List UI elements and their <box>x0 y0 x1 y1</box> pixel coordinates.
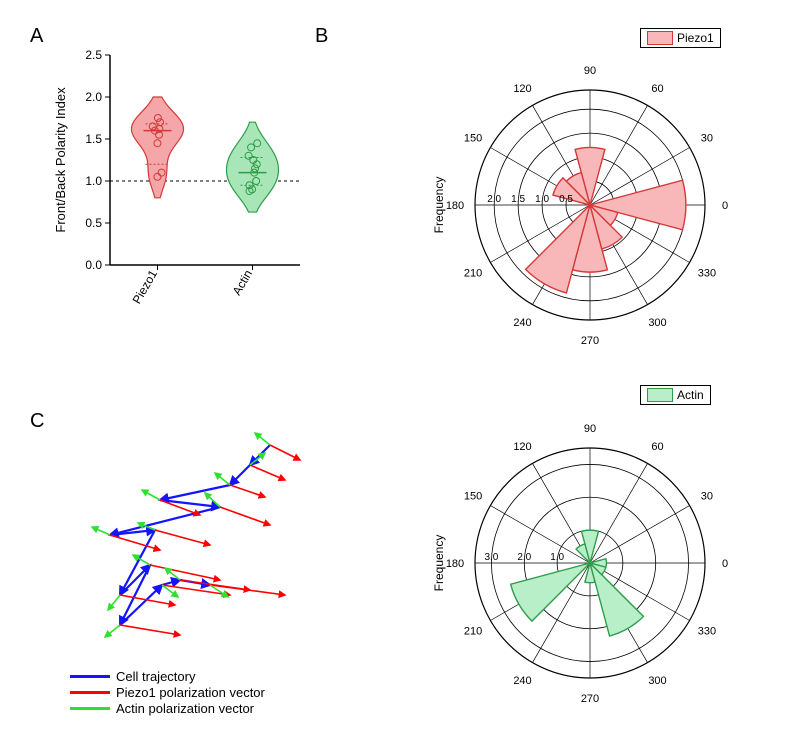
svg-text:240: 240 <box>513 317 531 329</box>
svg-text:150: 150 <box>464 133 482 145</box>
svg-text:60: 60 <box>651 83 663 95</box>
rose-plot-actin: 0 30 60 90 120 150 180 210 240 270 300 330 1.0 2.0 3.0… <box>360 408 780 718</box>
svg-text:240: 240 <box>513 675 531 687</box>
legend-piezo1: Piezo1 <box>640 28 721 48</box>
svg-text:300: 300 <box>648 675 666 687</box>
legend-text-piezo1: Piezo1 polarization vector <box>116 685 265 700</box>
trajectory-legend: Cell trajectory Piezo1 polarization vect… <box>70 668 265 717</box>
svg-text:120: 120 <box>513 441 531 453</box>
svg-text:0.0: 0.0 <box>85 258 102 272</box>
svg-text:330: 330 <box>698 268 716 280</box>
svg-text:300: 300 <box>648 317 666 329</box>
svg-text:30: 30 <box>701 133 713 145</box>
legend-swatch-actin <box>647 388 673 402</box>
svg-text:3.0: 3.0 <box>484 552 498 563</box>
svg-text:1.0: 1.0 <box>550 552 564 563</box>
panel-label-b: B <box>315 25 328 48</box>
svg-text:1.5: 1.5 <box>85 132 102 146</box>
svg-text:0.5: 0.5 <box>559 194 573 205</box>
svg-text:Actin: Actin <box>230 268 255 298</box>
panel-label-c: C <box>30 410 44 433</box>
svg-text:2.0: 2.0 <box>517 552 531 563</box>
legend-row-trajectory: Cell trajectory <box>70 669 265 684</box>
svg-text:1.0: 1.0 <box>85 174 102 188</box>
svg-text:270: 270 <box>581 693 599 705</box>
svg-text:210: 210 <box>464 268 482 280</box>
svg-text:Front/Back Polarity Index: Front/Back Polarity Index <box>53 87 68 233</box>
svg-text:210: 210 <box>464 626 482 638</box>
svg-text:2.0: 2.0 <box>487 194 501 205</box>
svg-text:1.0: 1.0 <box>535 194 549 205</box>
figure-container: A B C 0.0 0.5 1.0 1.5 2.0 2.5 Front/Back Polar… <box>20 20 766 713</box>
legend-row-actin: Actin polarization vector <box>70 701 265 716</box>
legend-swatch-piezo1 <box>647 31 673 45</box>
rose-plot-piezo1: 0 30 60 90 120 150 180 210 240 270 300 330 0.5 1.0 1.5… <box>360 50 780 360</box>
svg-text:150: 150 <box>464 491 482 503</box>
svg-text:90: 90 <box>584 423 596 435</box>
svg-text:90: 90 <box>584 65 596 77</box>
svg-text:180: 180 <box>446 200 464 212</box>
violin-plot: 0.0 0.5 1.0 1.5 2.0 2.5 Front/Back Polarity In… <box>50 40 310 320</box>
legend-text-actin: Actin polarization vector <box>116 701 254 716</box>
svg-text:30: 30 <box>701 491 713 503</box>
svg-text:Frequency: Frequency <box>432 177 446 234</box>
svg-text:180: 180 <box>446 558 464 570</box>
legend-line-piezo1 <box>70 691 110 694</box>
svg-text:Frequency: Frequency <box>432 535 446 592</box>
svg-text:1.5: 1.5 <box>511 194 525 205</box>
legend-label-piezo1: Piezo1 <box>677 31 714 45</box>
svg-text:0.5: 0.5 <box>85 216 102 230</box>
svg-text:2.0: 2.0 <box>85 90 102 104</box>
legend-line-trajectory <box>70 675 110 678</box>
svg-text:Piezo1: Piezo1 <box>130 267 161 306</box>
panel-label-a: A <box>30 25 43 48</box>
legend-text-trajectory: Cell trajectory <box>116 669 195 684</box>
legend-row-piezo1: Piezo1 polarization vector <box>70 685 265 700</box>
legend-line-actin <box>70 707 110 710</box>
svg-text:330: 330 <box>698 626 716 638</box>
svg-text:0: 0 <box>722 558 728 570</box>
svg-text:2.5: 2.5 <box>85 48 102 62</box>
svg-text:0: 0 <box>722 200 728 212</box>
legend-actin: Actin <box>640 385 711 405</box>
svg-text:60: 60 <box>651 441 663 453</box>
legend-label-actin: Actin <box>677 388 704 402</box>
svg-text:120: 120 <box>513 83 531 95</box>
trajectory-diagram <box>70 415 350 665</box>
svg-text:270: 270 <box>581 335 599 347</box>
